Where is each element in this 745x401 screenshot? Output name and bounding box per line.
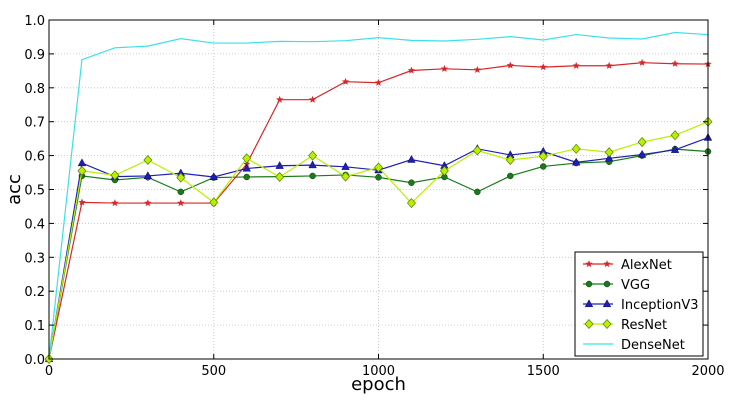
y-tick-label: 1.0 <box>24 14 45 29</box>
data-point <box>572 61 580 69</box>
data-point <box>538 151 548 162</box>
data-point <box>308 150 318 161</box>
data-point <box>375 174 382 181</box>
data-point <box>603 260 611 268</box>
data-point <box>585 260 593 268</box>
y-tick-label: 0.4 <box>24 217 45 232</box>
legend: AlexNet VGG InceptionV3 ResNet DenseNet <box>574 251 704 357</box>
data-point <box>571 157 581 166</box>
data-point <box>341 77 350 85</box>
data-point <box>143 171 153 179</box>
x-axis-label: epoch <box>351 374 406 395</box>
legend-label: AlexNet <box>621 258 672 273</box>
data-point <box>408 179 415 186</box>
legend-item: AlexNet <box>583 258 672 273</box>
data-point <box>637 137 647 148</box>
data-point <box>474 188 481 196</box>
data-point <box>585 280 593 288</box>
x-tick-label: 500 <box>201 364 226 379</box>
axis-ticks: 0.0 0.1 0.2 0.3 0.4 0.5 0.6 0.7 0.8 0.9 1.0 0 500 100… <box>24 14 724 379</box>
data-point <box>670 130 680 141</box>
data-point <box>602 318 612 330</box>
data-point <box>472 145 482 156</box>
series-line <box>48 31 709 360</box>
legend-label: ResNet <box>621 318 667 333</box>
data-point <box>209 197 219 208</box>
y-tick-label: 0.3 <box>24 251 45 266</box>
data-point <box>584 299 594 308</box>
legend-label: VGG <box>621 278 650 293</box>
data-point <box>177 199 185 207</box>
data-point <box>540 163 547 170</box>
data-point <box>539 63 547 71</box>
data-point <box>275 95 284 103</box>
y-tick-label: 0.9 <box>24 48 45 63</box>
data-point <box>670 145 680 153</box>
data-point <box>275 171 285 182</box>
y-axis-label: acc <box>4 174 25 205</box>
data-point <box>242 153 252 164</box>
legend-label: InceptionV3 <box>621 298 699 313</box>
data-point <box>308 95 317 103</box>
x-tick-label: 2000 <box>691 364 724 379</box>
series-layer <box>44 31 713 365</box>
data-point <box>439 165 449 176</box>
data-point <box>209 172 218 181</box>
data-point <box>177 188 185 196</box>
data-point <box>407 66 416 74</box>
series-densenet <box>48 31 709 360</box>
x-tick-label: 1000 <box>362 364 395 379</box>
y-tick-label: 0.1 <box>24 319 45 334</box>
data-point <box>374 162 383 173</box>
data-point <box>77 165 87 176</box>
data-point <box>242 163 251 172</box>
y-tick-label: 0.0 <box>24 353 45 368</box>
data-point <box>406 198 416 209</box>
data-point <box>144 199 152 207</box>
data-point <box>143 154 153 166</box>
data-point <box>637 149 647 158</box>
data-point <box>604 153 614 162</box>
data-point <box>603 280 611 288</box>
data-point <box>374 78 383 86</box>
data-point <box>604 147 614 158</box>
data-point <box>571 143 581 154</box>
data-point <box>440 64 449 72</box>
data-point <box>111 199 119 207</box>
data-point <box>309 172 316 180</box>
data-point <box>110 170 120 181</box>
legend-item: ResNet <box>583 318 667 333</box>
data-point <box>638 58 646 66</box>
data-point <box>507 172 514 180</box>
data-point <box>584 318 594 330</box>
legend-item: InceptionV3 <box>583 298 699 313</box>
legend-item: VGG <box>583 278 650 293</box>
data-point <box>341 171 351 182</box>
data-point <box>506 61 515 69</box>
data-point <box>407 154 416 163</box>
y-tick-label: 0.7 <box>24 116 45 131</box>
y-tick-label: 0.8 <box>24 82 45 97</box>
data-point <box>602 299 612 308</box>
legend-label: DenseNet <box>621 338 685 353</box>
data-point <box>308 160 317 169</box>
y-tick-label: 0.5 <box>24 184 45 199</box>
y-tick-label: 0.6 <box>24 150 45 165</box>
data-point <box>505 154 515 166</box>
series-alexnet <box>45 58 712 363</box>
data-point <box>275 161 284 169</box>
x-tick-label: 1500 <box>527 364 560 379</box>
series-resnet <box>44 116 713 365</box>
data-point <box>176 172 186 183</box>
data-point <box>473 65 482 73</box>
data-point <box>78 198 86 206</box>
x-tick-label: 0 <box>45 364 53 379</box>
y-tick-label: 0.2 <box>24 285 45 300</box>
data-point <box>671 59 679 67</box>
data-point <box>341 162 350 170</box>
data-point <box>243 173 250 181</box>
data-point <box>605 61 613 69</box>
legend-item: DenseNet <box>583 338 685 353</box>
